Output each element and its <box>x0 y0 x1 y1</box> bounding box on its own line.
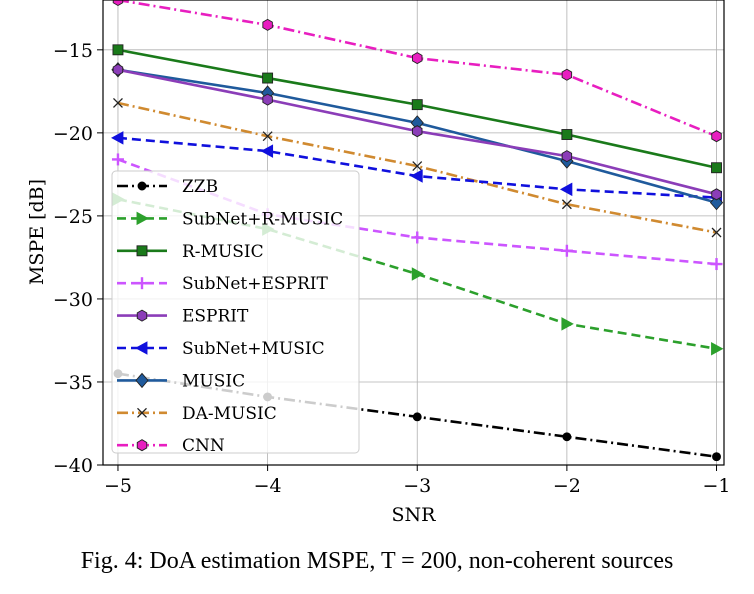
x-tick-label: −5 <box>104 475 132 497</box>
cnn-point <box>262 18 273 31</box>
x-tick-label: −2 <box>553 475 581 497</box>
esprit-point <box>412 125 423 138</box>
subnet-music-point <box>260 144 274 158</box>
legend-item-subnet-r-music: SubNet+R-MUSIC <box>117 209 343 229</box>
legend-label: SubNet+R-MUSIC <box>182 209 343 229</box>
legend-label: SubNet+ESPRIT <box>182 274 328 294</box>
subnet-r-music-point <box>711 341 724 356</box>
da-music-line <box>117 101 717 234</box>
legend-item-cnn: CNN <box>117 436 225 456</box>
subnet-r-music-point <box>561 317 574 331</box>
music-point <box>709 194 724 211</box>
subnet-r-music-point <box>411 267 425 281</box>
legend-label: ESPRIT <box>182 307 249 327</box>
x-tick-label: −1 <box>703 475 731 497</box>
series-r-music <box>112 44 722 174</box>
legend-item-subnet-esprit: SubNet+ESPRIT <box>117 274 328 294</box>
legend-item-esprit: ESPRIT <box>117 307 249 327</box>
series-cnn <box>112 0 722 143</box>
axis-ticks: −5 −4 −3 −2 −1 −40 −35 −30 −25 −20 −15 <box>53 40 731 497</box>
zzb-point <box>412 412 422 422</box>
legend-label: R-MUSIC <box>182 242 264 262</box>
r-music-point <box>711 162 722 174</box>
cnn-point <box>412 52 423 65</box>
da-music-point <box>412 161 423 172</box>
legend-marker <box>136 309 148 322</box>
zzb-point <box>712 452 721 462</box>
y-tick-label: −20 <box>53 123 93 145</box>
legend: ZZB SubNet+R-MUSIC R-MUSIC SubNet+ESPRIT ESP… <box>111 170 360 456</box>
esprit-point <box>112 63 124 76</box>
subnet-esprit-point <box>111 153 124 166</box>
cnn-point <box>711 130 722 143</box>
esprit-point <box>711 188 722 201</box>
legend-marker <box>137 407 147 418</box>
da-music-point <box>262 131 273 142</box>
r-music-point <box>262 72 274 84</box>
y-tick-label: −40 <box>53 455 93 477</box>
r-music-point <box>112 44 124 56</box>
legend-item-da-music: DA-MUSIC <box>117 404 277 424</box>
esprit-point <box>262 93 273 106</box>
legend-item-subnet-music: SubNet+MUSIC <box>117 339 325 359</box>
da-music-point <box>113 98 123 108</box>
subnet-music-point <box>559 182 573 197</box>
r-music-point <box>561 129 573 140</box>
legend-marker <box>136 245 148 257</box>
legend-marker <box>136 211 149 226</box>
da-music-point <box>561 199 572 210</box>
series-esprit <box>112 63 722 201</box>
legend-marker <box>136 277 148 290</box>
legend-label: ZZB <box>182 177 218 197</box>
legend-item-r-music: R-MUSIC <box>117 242 264 262</box>
legend-marker <box>136 439 148 452</box>
y-tick-label: −30 <box>53 289 93 311</box>
y-tick-label: −15 <box>53 40 93 62</box>
figure-caption: Fig. 4: DoA estimation MSPE, T = 200, no… <box>80 548 674 574</box>
y-axis-title: MSPE [dB] <box>26 179 48 285</box>
r-music-point <box>411 99 423 111</box>
x-tick-label: −3 <box>403 475 431 497</box>
legend-label: CNN <box>182 436 225 456</box>
legend-item-music: MUSIC <box>117 371 245 391</box>
legend-box <box>111 170 360 454</box>
x-tick-label: −4 <box>254 475 282 497</box>
subnet-esprit-point <box>411 231 424 244</box>
x-axis-title: SNR <box>392 504 437 526</box>
legend-label: MUSIC <box>182 371 245 391</box>
y-tick-label: −35 <box>53 372 93 394</box>
da-music-point <box>711 227 722 238</box>
legend-label: DA-MUSIC <box>182 404 277 424</box>
esprit-point <box>561 150 573 163</box>
subnet-esprit-point <box>560 244 573 257</box>
legend-marker <box>137 181 147 191</box>
legend-marker <box>135 372 149 389</box>
plot-frame <box>102 0 725 466</box>
cnn-point <box>561 68 573 81</box>
subnet-esprit-point <box>710 258 723 271</box>
zzb-point <box>562 432 572 442</box>
y-tick-label: −25 <box>53 206 93 228</box>
subnet-music-point <box>111 131 124 145</box>
legend-item-zzb: ZZB <box>117 177 218 197</box>
subnet-music-point <box>410 169 423 183</box>
cnn-point <box>112 0 124 7</box>
legend-marker <box>135 341 148 355</box>
legend-label: SubNet+MUSIC <box>182 339 325 359</box>
series-da-music <box>113 98 722 238</box>
